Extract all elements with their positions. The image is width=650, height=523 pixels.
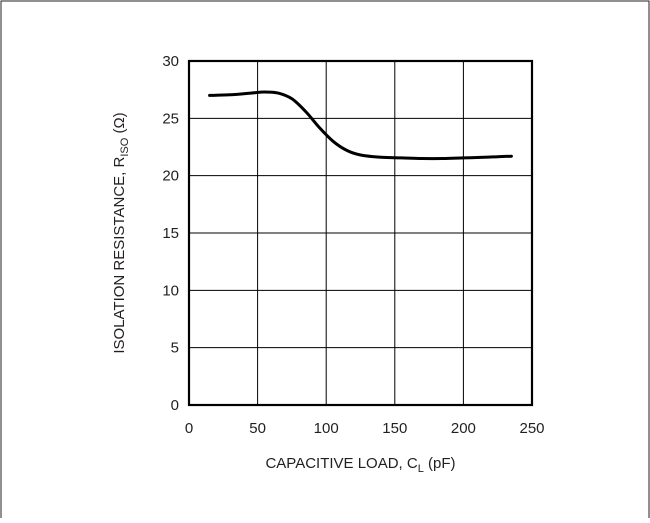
x-tick-label: 0 <box>185 420 193 437</box>
y-tick-label: 5 <box>171 340 179 357</box>
x-tick-label: 200 <box>451 420 476 437</box>
x-axis-label: CAPACITIVE LOAD, CL (pF) <box>265 455 455 475</box>
y-axis-label-subscript: ISO <box>119 137 131 156</box>
y-tick-label: 15 <box>162 225 179 242</box>
x-axis-label-subscript: L <box>418 463 424 475</box>
y-tick-label: 10 <box>162 282 179 299</box>
y-axis-label: ISOLATION RESISTANCE, RISO (Ω) <box>111 112 131 353</box>
x-tick-label: 150 <box>382 420 407 437</box>
y-tick-label: 20 <box>162 168 179 185</box>
grid <box>188 60 533 406</box>
x-tick-label: 250 <box>519 420 544 437</box>
y-tick-label: 25 <box>162 110 179 127</box>
plot-border <box>187 59 534 407</box>
x-tick-label: 50 <box>249 420 266 437</box>
tick-labels: 0 50 100 150 200 250 0 5 10 15 20 25 30 <box>162 53 544 437</box>
y-tick-label: 0 <box>171 397 179 414</box>
x-axis-label-unit: (pF) <box>424 455 456 472</box>
series-line <box>208 90 513 161</box>
y-tick-label: 30 <box>162 53 179 70</box>
x-tick-label: 100 <box>314 420 339 437</box>
y-axis-label-unit: (Ω) <box>111 112 128 137</box>
x-axis-label-main: CAPACITIVE LOAD, C <box>265 455 417 472</box>
y-axis-label-main: ISOLATION RESISTANCE, R <box>111 157 128 354</box>
